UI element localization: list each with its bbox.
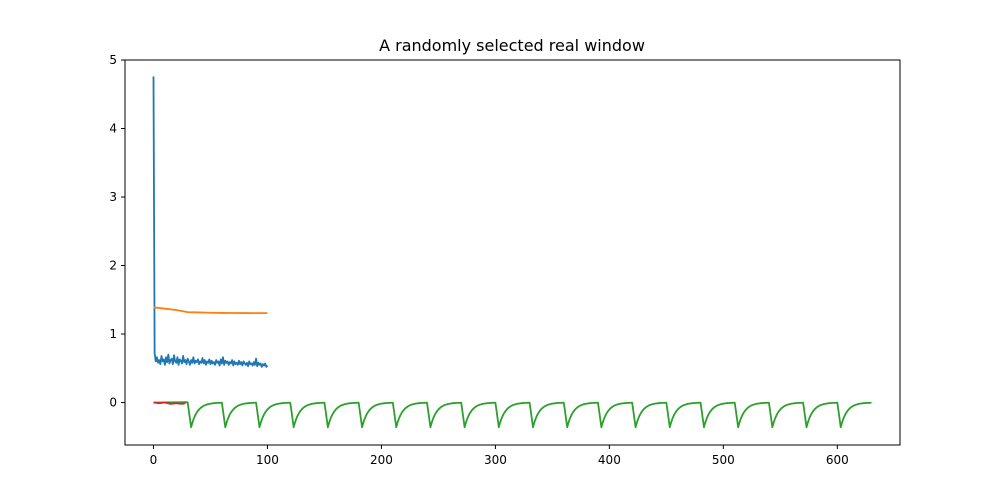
x-tick-label: 300	[484, 453, 507, 467]
plot-frame	[124, 59, 901, 446]
x-tick-label: 500	[712, 453, 735, 467]
y-tick-label: 4	[109, 122, 117, 136]
plot-area	[152, 76, 872, 429]
series-line-1	[152, 76, 269, 368]
series-line-3	[153, 401, 872, 429]
x-tick-label: 400	[598, 453, 621, 467]
y-tick-label: 5	[109, 53, 117, 67]
x-tick-label: 600	[826, 453, 849, 467]
series-line-4	[153, 401, 186, 405]
y-tick-label: 2	[109, 259, 117, 273]
x-tick-label: 0	[150, 453, 158, 467]
chart-title: A randomly selected real window	[379, 36, 645, 55]
axes: 0 100 200 300 400 500 600 0 1 2 3 4 5	[109, 53, 901, 467]
y-tick-label: 3	[109, 190, 117, 204]
x-tick-label: 200	[370, 453, 393, 467]
y-tick-label: 1	[109, 327, 117, 341]
x-tick-label: 100	[256, 453, 279, 467]
y-tick-label: 0	[109, 396, 117, 410]
series-line-2	[153, 306, 268, 315]
